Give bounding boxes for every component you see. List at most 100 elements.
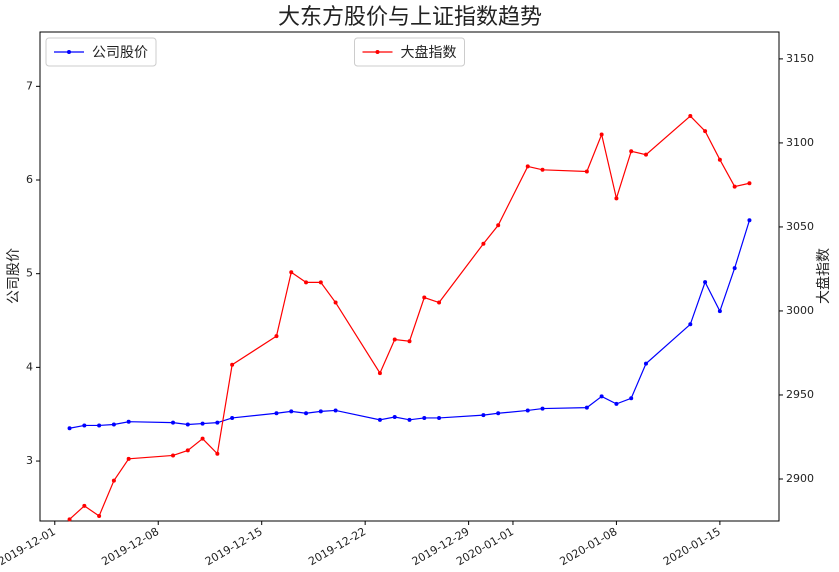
series-point xyxy=(215,420,220,425)
series-point xyxy=(422,415,427,420)
x-tick-label: 2019-12-22 xyxy=(306,525,368,568)
series-point xyxy=(289,409,294,414)
series-point xyxy=(747,218,752,223)
y2-tick-label: 3150 xyxy=(786,52,814,65)
series-point xyxy=(333,300,338,305)
series-point xyxy=(703,280,708,285)
series-point xyxy=(126,419,131,424)
series-line xyxy=(69,115,750,520)
series-point xyxy=(200,421,205,426)
series-point xyxy=(171,420,176,425)
series-point xyxy=(584,405,589,410)
y-tick-label: 3 xyxy=(26,454,33,467)
series-point xyxy=(67,426,72,431)
series-point xyxy=(643,152,648,157)
series-point xyxy=(540,406,545,411)
series-point xyxy=(747,181,752,186)
series-point xyxy=(614,196,619,201)
y2-tick-label: 2900 xyxy=(786,472,814,485)
series-point xyxy=(200,436,205,441)
series-point xyxy=(67,517,72,522)
plot-frame xyxy=(39,31,780,522)
series-point xyxy=(688,114,693,119)
series-point xyxy=(274,334,279,339)
chart-title: 大东方股价与上证指数趋势 xyxy=(278,5,542,30)
series-point xyxy=(230,415,235,420)
series-point xyxy=(703,129,708,134)
series-point xyxy=(407,417,412,422)
legend: 公司股价 xyxy=(45,37,157,67)
series-point xyxy=(185,448,190,453)
series-point xyxy=(377,371,382,376)
y2-tick-label: 3050 xyxy=(786,220,814,233)
legend-marker xyxy=(67,50,71,54)
series-point xyxy=(318,409,323,414)
series-point xyxy=(437,415,442,420)
series-point xyxy=(82,423,87,428)
series-point xyxy=(289,270,294,275)
series-point xyxy=(304,411,309,416)
series-point xyxy=(82,503,87,508)
series-point xyxy=(111,422,116,427)
series-point xyxy=(377,417,382,422)
series-point xyxy=(732,184,737,189)
series-point xyxy=(185,422,190,427)
series-point xyxy=(481,241,486,246)
series-point xyxy=(171,453,176,458)
legend-box xyxy=(354,37,465,67)
series-point xyxy=(496,223,501,228)
series-point xyxy=(717,309,722,314)
legend-label: 大盘指数 xyxy=(401,44,457,61)
series-point xyxy=(584,169,589,174)
series-point xyxy=(525,164,530,169)
series-point xyxy=(97,423,102,428)
series-point xyxy=(126,456,131,461)
series-point xyxy=(496,411,501,416)
series-point xyxy=(540,167,545,172)
series-point xyxy=(437,300,442,305)
legend-marker xyxy=(375,50,380,54)
series-point xyxy=(318,280,323,285)
series-point xyxy=(304,280,309,285)
series-point xyxy=(407,339,412,344)
y-tick-label: 5 xyxy=(26,267,33,280)
series-point xyxy=(614,401,619,406)
series-point xyxy=(629,149,634,154)
x-tick-label: 2019-12-08 xyxy=(99,525,161,568)
legend-box xyxy=(45,37,157,67)
series-point xyxy=(688,322,693,327)
y-tick-label: 7 xyxy=(26,79,33,92)
series-point xyxy=(333,408,338,413)
x-tick-label: 2019-12-01 xyxy=(0,525,58,568)
legend: 大盘指数 xyxy=(354,37,465,67)
y-axis-title: 公司股价 xyxy=(6,248,22,304)
series-point xyxy=(274,411,279,416)
series-point xyxy=(599,132,604,137)
series-point xyxy=(230,362,235,367)
series-point xyxy=(525,408,530,413)
legend-label: 公司股价 xyxy=(92,45,148,61)
y-tick-label: 4 xyxy=(26,360,33,373)
series-point xyxy=(111,478,116,483)
series-point xyxy=(422,295,427,300)
x-tick-label: 2020-01-15 xyxy=(661,525,723,568)
series-point xyxy=(643,361,648,366)
x-tick-label: 2019-12-15 xyxy=(203,525,265,568)
y2-tick-label: 3000 xyxy=(786,304,814,317)
series-point xyxy=(215,451,220,456)
y-tick-label: 6 xyxy=(26,173,33,186)
series-point xyxy=(732,266,737,271)
y2-tick-label: 3100 xyxy=(786,136,814,149)
series-line xyxy=(69,220,751,429)
series-point xyxy=(481,413,486,418)
series-point xyxy=(392,337,397,342)
series-point xyxy=(629,396,634,401)
series-point xyxy=(97,513,102,518)
series-point xyxy=(392,415,397,420)
series-point xyxy=(717,157,722,162)
y2-axis-title: 大盘指数 xyxy=(815,248,832,304)
x-tick-label: 2020-01-08 xyxy=(558,525,620,568)
series-point xyxy=(599,394,604,399)
y2-tick-label: 2950 xyxy=(786,388,814,401)
